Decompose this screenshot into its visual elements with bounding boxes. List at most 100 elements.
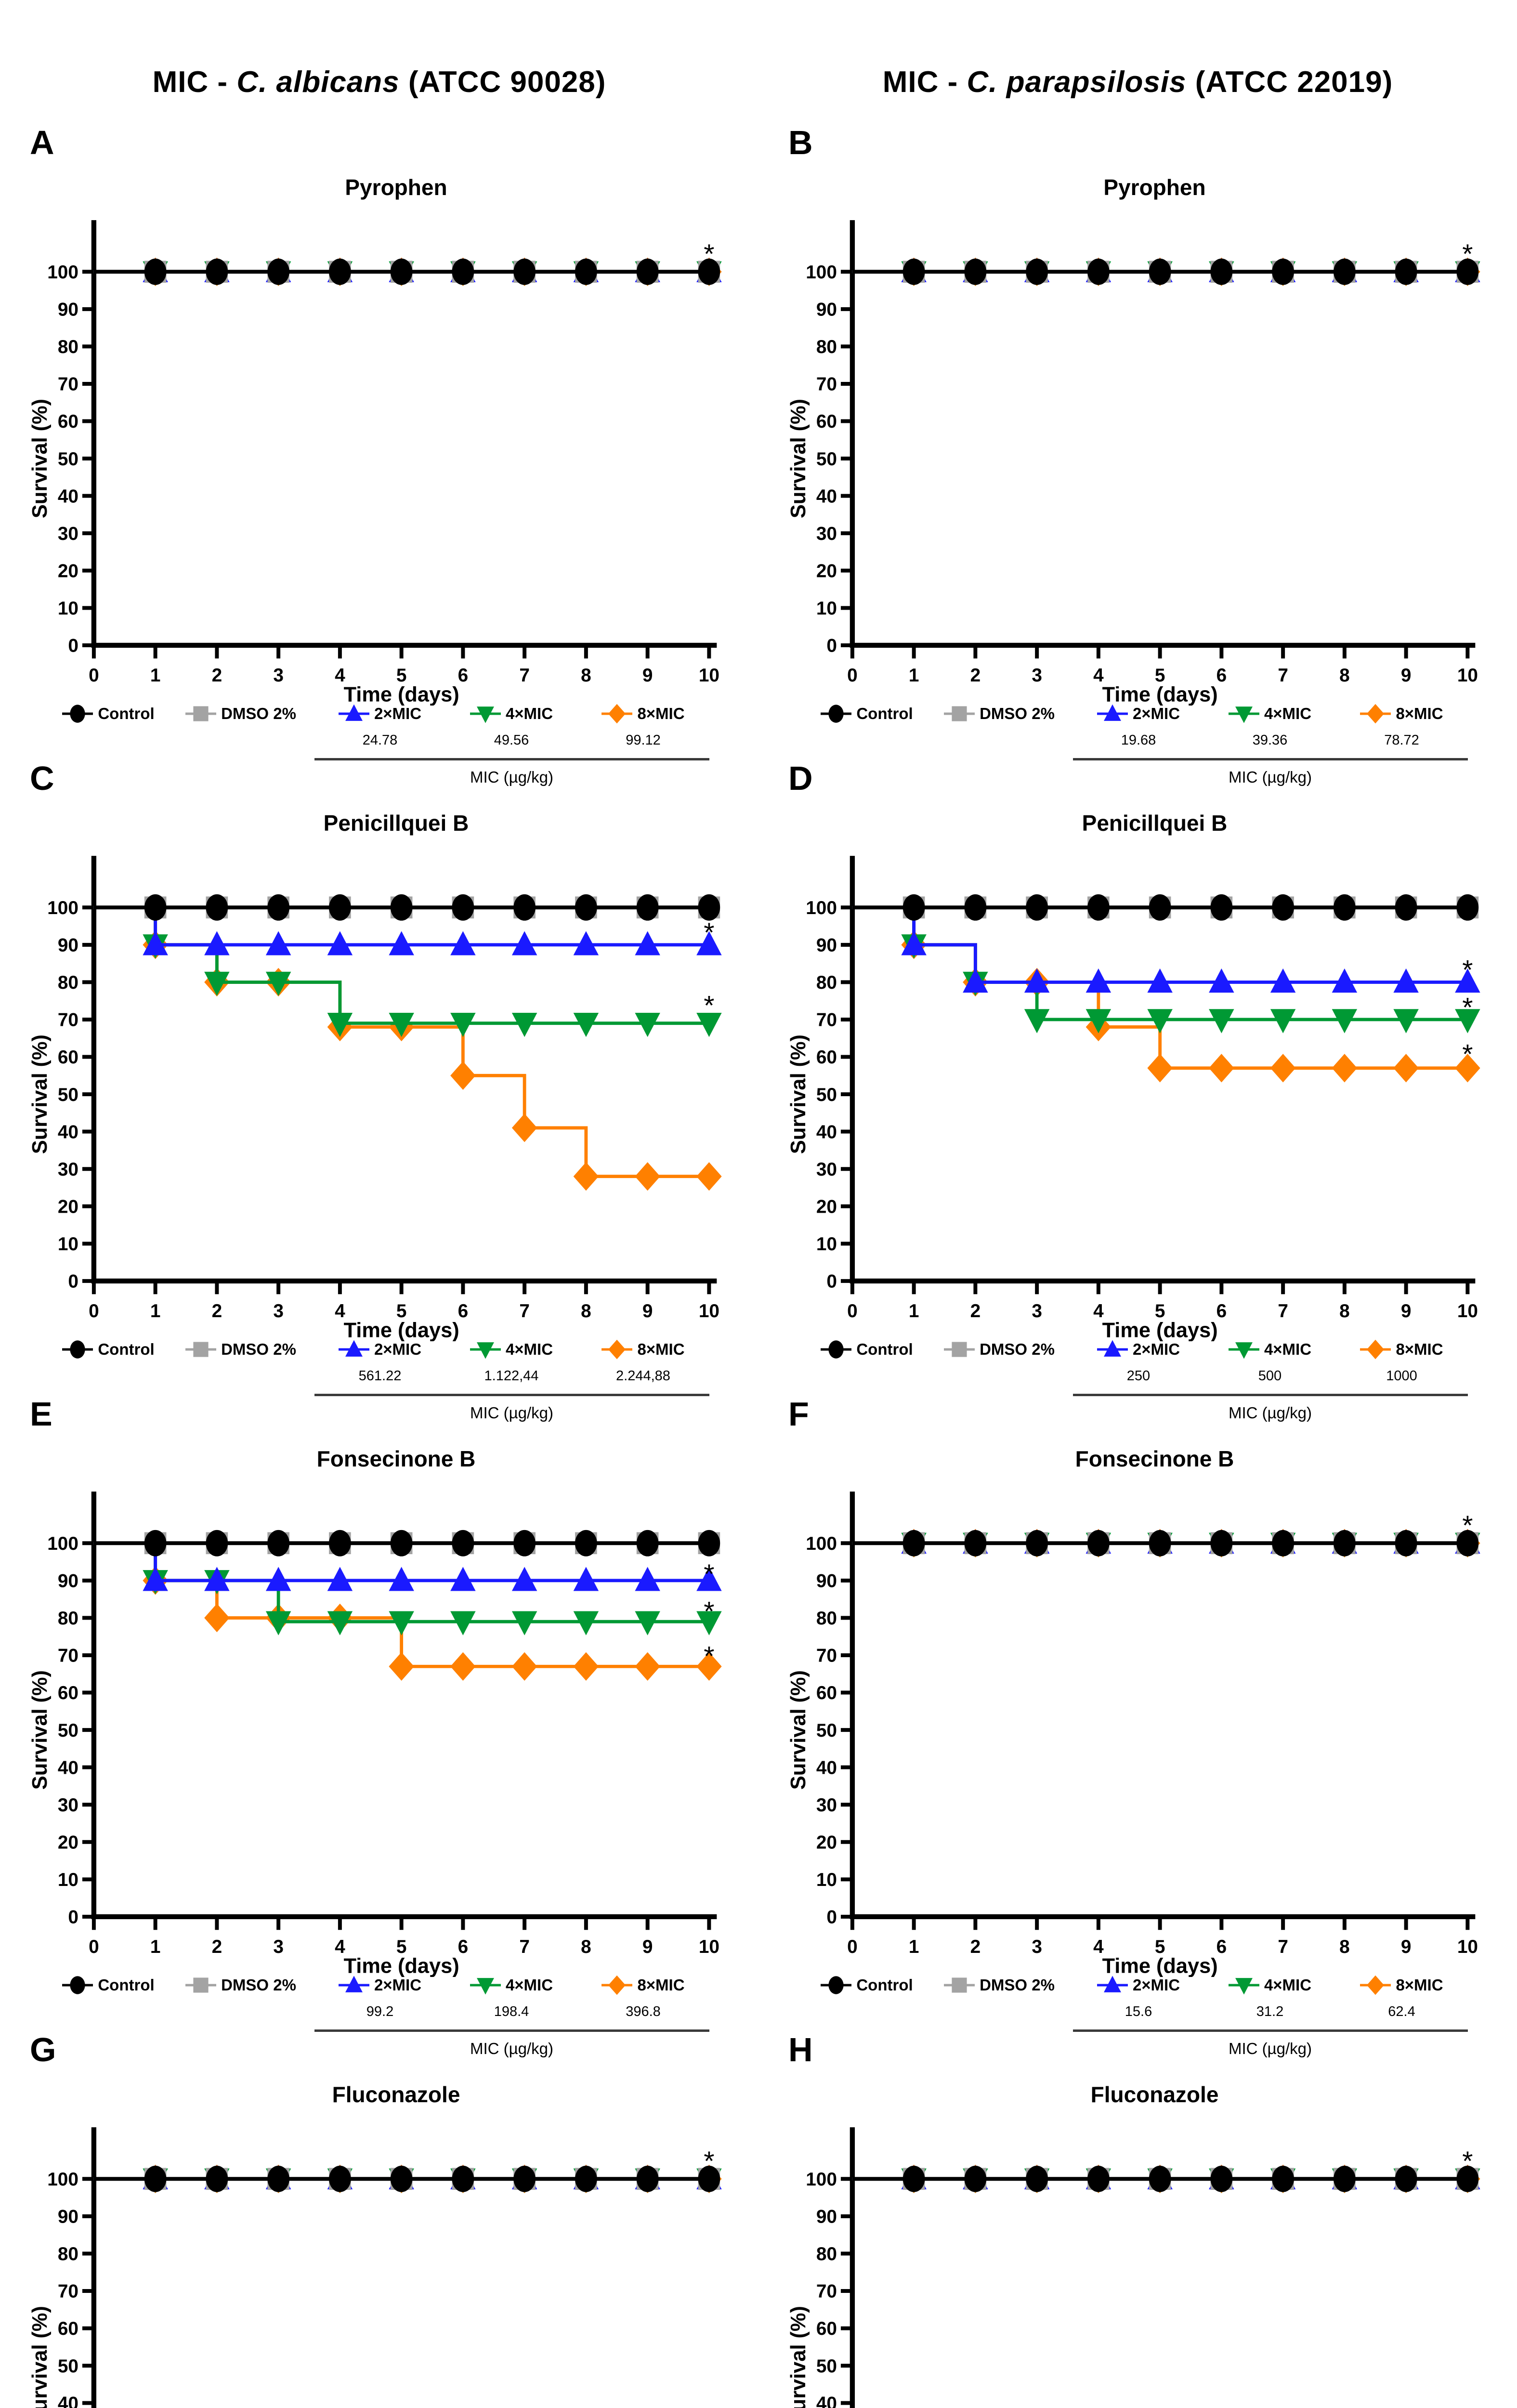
y-tick-label: 90 (816, 300, 837, 320)
legend-marker-triangle-up-icon (338, 1976, 369, 1993)
x-tick-label: 8 (581, 1301, 591, 1322)
series-marker-mic2 (265, 931, 291, 955)
legend-item-mic8: 8×MIC (577, 1974, 709, 1996)
x-tick-label: 6 (458, 665, 468, 686)
x-tick-label: 6 (1216, 665, 1227, 686)
series-marker-mic8 (573, 1162, 599, 1191)
panel-D: D Penicillquei B 0 10 20 30 40 50 60 70 80 90 100 0 1 2… (758, 759, 1517, 1435)
x-axis-label: Time (days) (343, 1319, 459, 1341)
series-marker-control (575, 2165, 597, 2192)
y-tick-label: 0 (68, 1907, 78, 1928)
series-marker-mic4 (634, 1611, 660, 1636)
y-tick-label: 60 (816, 1047, 837, 1068)
legend-marker-diamond-icon (1360, 1340, 1391, 1360)
x-tick-label: 4 (1093, 1301, 1104, 1322)
series-marker-control (452, 258, 474, 285)
legend-marker-square-icon (185, 706, 217, 721)
series-marker-mic8 (634, 1162, 660, 1191)
legend-marker-square-icon (944, 706, 975, 721)
series-marker-control (513, 1530, 536, 1557)
figure-header: MIC - C. albicans (ATCC 90028) MIC - C. … (0, 0, 1517, 164)
x-axis-label: Time (days) (1102, 1954, 1217, 1977)
species-name: C. albicans (236, 65, 400, 99)
legend-item-label: 8×MIC (1396, 705, 1443, 723)
x-tick-label: 0 (847, 1301, 858, 1322)
legend-mic4-glyph (1235, 707, 1253, 723)
column-title-prefix: MIC - (882, 65, 967, 99)
legend-item-dmso: DMSO 2% (168, 1974, 314, 1996)
mic-underline (1072, 2029, 1468, 2032)
mic-value: 99.12 (626, 733, 661, 748)
series-marker-control (636, 258, 658, 285)
series-marker-control (206, 894, 228, 921)
panel-letter: B (788, 124, 813, 161)
y-tick-label: 90 (816, 935, 837, 956)
legend-marker-triangle-up-icon (1097, 1340, 1128, 1357)
chart-title: Penicillquei B (1082, 811, 1228, 836)
series-marker-mic2 (1332, 968, 1357, 993)
legend-item-mic8: 8×MIC (577, 1338, 709, 1361)
series-marker-control (1395, 258, 1417, 285)
y-tick-label: 60 (57, 1683, 78, 1703)
y-tick-label: 90 (57, 2207, 78, 2227)
x-tick-label: 5 (1154, 1937, 1165, 1957)
x-tick-label: 3 (1032, 1937, 1042, 1957)
series-marker-mic4 (1208, 1009, 1234, 1034)
series-marker-mic2 (204, 931, 230, 955)
legend-item-label: 8×MIC (1396, 1340, 1443, 1359)
series-marker-mic8 (204, 1603, 230, 1633)
legend-item-dmso: DMSO 2% (926, 1338, 1073, 1361)
series-marker-control (1210, 1530, 1232, 1557)
x-tick-label: 9 (1400, 665, 1411, 686)
legend-item-mic8: 8×MIC (1336, 1338, 1468, 1361)
legend-item-mic2: 2×MIC (314, 1338, 446, 1361)
legend-item-label: DMSO 2% (221, 1340, 296, 1359)
series-line-mic4 (93, 905, 709, 1025)
column-title-right: MIC - C. parapsilosis (ATCC 22019) (758, 65, 1517, 99)
y-tick-label: 50 (816, 1085, 837, 1105)
y-tick-label: 50 (816, 449, 837, 470)
series-marker-mic4 (696, 1611, 722, 1636)
x-tick-label: 4 (335, 665, 345, 686)
series-marker-control (1210, 258, 1232, 285)
series-marker-mic4 (1024, 1009, 1049, 1034)
y-tick-label: 30 (57, 1795, 78, 1816)
significance-asterisk: * (704, 2146, 714, 2176)
x-tick-label: 10 (1457, 665, 1478, 686)
legend-marker-triangle-up-icon (1097, 1976, 1128, 1993)
y-axis-label: Survival (%) (786, 2306, 810, 2408)
legend-item-mic8: 8×MIC (1336, 1974, 1468, 1996)
y-tick-label: 80 (816, 1608, 837, 1629)
legend-marker-square-icon (185, 1977, 217, 1993)
y-tick-label: 70 (816, 2281, 837, 2302)
x-tick-label: 1 (908, 1937, 919, 1957)
series-marker-mic8 (1454, 1054, 1480, 1083)
series-marker-mic2 (1147, 968, 1173, 993)
y-tick-label: 10 (816, 1234, 837, 1255)
series-marker-mic2 (634, 931, 660, 955)
legend-control-glyph (828, 1976, 844, 1995)
legend-item-control: Control (50, 703, 168, 725)
x-tick-label: 9 (642, 665, 653, 686)
y-axis-label: Survival (%) (28, 2306, 51, 2408)
legend-control-glyph (70, 1340, 85, 1359)
panel-B: B Pyrophen 0 10 20 30 40 50 60 70 80 90 100 0 1 2 3 4 5 6 7 8… (758, 124, 1517, 799)
mic-underline (1072, 1394, 1468, 1397)
x-tick-label: 8 (581, 665, 591, 686)
series-marker-mic4 (1454, 1009, 1480, 1034)
y-tick-label: 80 (816, 337, 837, 357)
legend-control-glyph (70, 705, 85, 723)
significance-asterisk: * (704, 238, 714, 269)
series-marker-control (698, 894, 720, 921)
panels-grid: A Pyrophen 0 10 20 30 40 50 60 70 80 90 100 0 1 2 3 4 5 6 7 8… (0, 124, 1517, 2408)
y-tick-label: 10 (816, 598, 837, 619)
legend-item-control: Control (808, 703, 926, 725)
significance-asterisk: * (1462, 1510, 1473, 1541)
series-marker-control (902, 894, 925, 921)
series-marker-control (452, 2165, 474, 2192)
series-marker-control (513, 258, 536, 285)
series-marker-control (1087, 2165, 1110, 2192)
series-marker-mic4 (388, 1611, 414, 1636)
x-tick-label: 1 (908, 1301, 919, 1322)
y-tick-label: 50 (816, 2356, 837, 2377)
